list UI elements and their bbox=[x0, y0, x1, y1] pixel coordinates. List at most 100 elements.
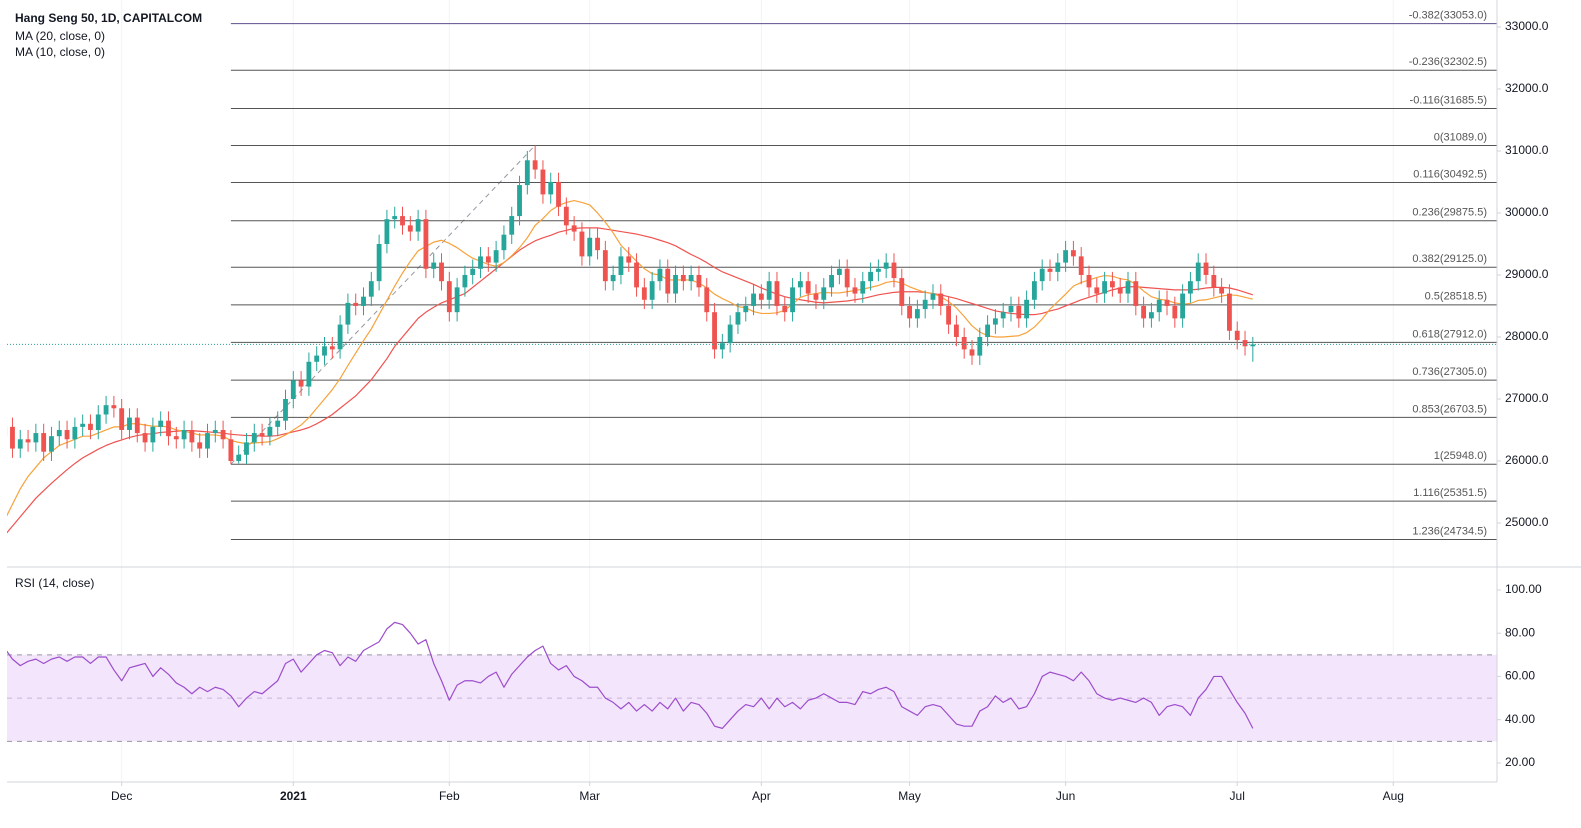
candle-body bbox=[134, 417, 140, 434]
candle-body bbox=[56, 429, 62, 437]
fib-level-label: -0.236(32302.5) bbox=[1409, 56, 1487, 68]
candle-body bbox=[969, 349, 975, 356]
candle-body bbox=[673, 274, 678, 294]
candle-body bbox=[1219, 287, 1225, 294]
rsi-line bbox=[7, 621, 1254, 729]
candle-body bbox=[680, 274, 686, 282]
candle-body bbox=[782, 305, 788, 313]
candle-body bbox=[337, 324, 343, 350]
y-tick-label: 31000.0 bbox=[1505, 143, 1549, 157]
candle-body bbox=[696, 274, 702, 288]
candle-body bbox=[314, 355, 320, 362]
candle-body bbox=[64, 429, 70, 440]
candle-body bbox=[423, 219, 429, 269]
candle-body bbox=[392, 216, 398, 220]
candle-body bbox=[1008, 305, 1014, 313]
candle-body bbox=[875, 268, 881, 272]
candle-body bbox=[1250, 344, 1256, 347]
candle-body bbox=[88, 423, 93, 430]
legend-entry: MA (10, close, 0) bbox=[15, 45, 105, 59]
x-tick-label: Aug bbox=[1383, 789, 1404, 803]
text-layer: Hang Seng 50, 1D, CAPITALCOM MA (20, clo… bbox=[15, 10, 1549, 804]
y-tick-label: 20.00 bbox=[1505, 755, 1535, 769]
candle-body bbox=[353, 302, 359, 306]
y-tick-label: 26000.0 bbox=[1505, 453, 1549, 467]
candle-body bbox=[1195, 262, 1201, 282]
candle-body bbox=[1047, 268, 1053, 272]
candle-body bbox=[1016, 305, 1022, 319]
candle-body bbox=[1211, 274, 1217, 288]
candle-body bbox=[212, 429, 218, 434]
candle-body bbox=[7, 426, 8, 437]
candle-body bbox=[478, 256, 483, 269]
candle-body bbox=[259, 433, 265, 437]
x-tick-label: Jun bbox=[1056, 789, 1075, 803]
candle-body bbox=[836, 268, 842, 275]
candle-body bbox=[587, 237, 593, 257]
candle-body bbox=[829, 274, 834, 288]
candle-body bbox=[1031, 281, 1037, 300]
x-tick-label: Mar bbox=[579, 789, 600, 803]
candle-body bbox=[790, 287, 795, 313]
candle-body bbox=[1227, 293, 1232, 331]
candle-body bbox=[454, 287, 460, 313]
fib-level-label: -0.382(33053.0) bbox=[1409, 10, 1487, 22]
fib-level-label: 1(25948.0) bbox=[1434, 450, 1487, 462]
candle-body bbox=[610, 274, 616, 282]
candle-body bbox=[485, 256, 491, 263]
candle-body bbox=[1125, 281, 1131, 294]
fib-level-label: 0.382(29125.0) bbox=[1412, 253, 1487, 265]
candle-body bbox=[1063, 250, 1069, 263]
chart-title: Hang Seng 50, 1D, CAPITALCOM bbox=[15, 11, 202, 25]
candle-body bbox=[1164, 299, 1170, 306]
candle-body bbox=[540, 169, 546, 195]
candle-body bbox=[197, 442, 203, 449]
candle-body bbox=[946, 305, 952, 325]
y-tick-label: 25000.0 bbox=[1505, 515, 1549, 529]
candle-body bbox=[1180, 293, 1186, 319]
candle-body bbox=[244, 442, 249, 455]
candle-body bbox=[992, 318, 998, 325]
candle-body bbox=[368, 281, 374, 297]
candle-body bbox=[1141, 305, 1147, 319]
candle-body bbox=[189, 429, 195, 443]
x-tick-label: Apr bbox=[752, 789, 771, 803]
candle-body bbox=[103, 405, 109, 415]
candle-body bbox=[626, 256, 632, 263]
candle-body bbox=[1188, 281, 1193, 294]
candle-body bbox=[758, 293, 764, 300]
candle-body bbox=[119, 408, 125, 430]
y-tick-label: 28000.0 bbox=[1505, 329, 1549, 343]
candle-body bbox=[322, 346, 327, 356]
candle-body bbox=[1102, 281, 1108, 294]
candle-body bbox=[922, 299, 928, 310]
fib-level-label: 1.116(25351.5) bbox=[1413, 487, 1487, 499]
candle-body bbox=[384, 219, 390, 244]
candle-body bbox=[688, 274, 694, 282]
y-tick-label: 60.00 bbox=[1505, 669, 1535, 683]
y-tick-label: 30000.0 bbox=[1505, 205, 1549, 219]
candle-body bbox=[376, 243, 382, 282]
y-tick-label: 40.00 bbox=[1505, 712, 1535, 726]
candle-body bbox=[329, 346, 335, 350]
candle-body bbox=[1094, 287, 1100, 294]
candle-body bbox=[883, 262, 889, 269]
price-pane bbox=[7, 23, 1497, 540]
candle-body bbox=[563, 206, 569, 226]
candle-body bbox=[618, 256, 624, 275]
candle-body bbox=[345, 302, 351, 325]
candle-body bbox=[852, 287, 858, 294]
candle-body bbox=[1024, 299, 1030, 319]
x-tick-label: Jul bbox=[1230, 789, 1245, 803]
candle-body bbox=[267, 426, 273, 437]
candle-body bbox=[142, 433, 148, 443]
candle-body bbox=[251, 433, 257, 443]
candle-body bbox=[985, 324, 991, 337]
candle-body bbox=[72, 426, 78, 440]
y-tick-label: 32000.0 bbox=[1505, 81, 1549, 95]
candle-body bbox=[306, 361, 312, 387]
candle-body bbox=[1156, 299, 1162, 313]
candle-body bbox=[899, 278, 905, 306]
candle-body bbox=[712, 312, 717, 350]
candle-body bbox=[1078, 256, 1084, 275]
